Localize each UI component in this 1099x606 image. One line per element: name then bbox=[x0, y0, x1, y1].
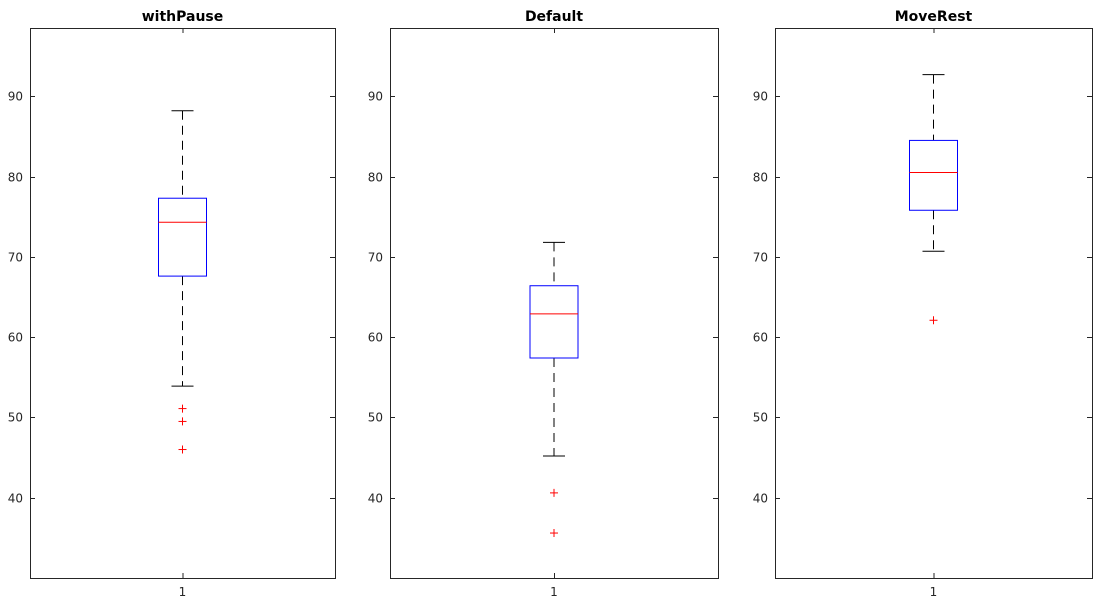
subplot-withpause: withPause 40 50 60 70 80 90 1 bbox=[8, 9, 336, 599]
y-tick-label: 40 bbox=[753, 492, 768, 506]
y-tick-label: 60 bbox=[368, 331, 383, 345]
y-tick-label: 40 bbox=[368, 492, 383, 506]
subplot-title: Default bbox=[525, 9, 583, 25]
y-tick-label: 40 bbox=[8, 492, 23, 506]
y-tick-label: 60 bbox=[753, 331, 768, 345]
y-tick-label: 70 bbox=[8, 251, 23, 265]
y-tick-label: 90 bbox=[368, 90, 383, 104]
outlier-marker bbox=[178, 417, 187, 426]
y-tick-label: 50 bbox=[368, 411, 383, 425]
x-tick-label: 1 bbox=[930, 585, 938, 599]
y-tick-label: 70 bbox=[753, 251, 768, 265]
x-tick-label: 1 bbox=[550, 585, 558, 599]
subplot-default: Default 40 50 60 70 80 90 1 bbox=[368, 9, 719, 599]
subplot-title: withPause bbox=[142, 9, 224, 25]
outlier-marker bbox=[178, 404, 187, 413]
subplot-title: MoveRest bbox=[895, 9, 973, 25]
outlier-marker bbox=[178, 445, 187, 454]
y-tick-label: 80 bbox=[368, 171, 383, 185]
y-tick-label: 90 bbox=[8, 90, 23, 104]
axes-frame bbox=[30, 28, 336, 579]
y-tick-label: 70 bbox=[368, 251, 383, 265]
axes-frame bbox=[390, 28, 719, 579]
y-tick-label: 80 bbox=[8, 171, 23, 185]
box-iqr bbox=[909, 139, 958, 211]
outlier-marker bbox=[550, 488, 558, 497]
box-iqr bbox=[529, 285, 579, 359]
y-tick-label: 80 bbox=[753, 171, 768, 185]
box-iqr bbox=[158, 197, 207, 277]
y-tick-label: 50 bbox=[753, 411, 768, 425]
y-tick-label: 50 bbox=[8, 411, 23, 425]
outlier-marker bbox=[550, 529, 558, 538]
y-tick-label: 90 bbox=[753, 90, 768, 104]
x-tick-label: 1 bbox=[179, 585, 187, 599]
y-tick-label: 60 bbox=[8, 331, 23, 345]
outlier-marker bbox=[929, 316, 938, 325]
subplot-moverest: MoveRest 40 50 60 70 80 90 1 bbox=[753, 9, 1093, 599]
